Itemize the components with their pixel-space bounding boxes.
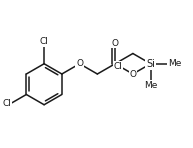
Text: Cl: Cl bbox=[40, 37, 48, 46]
Text: O: O bbox=[76, 59, 83, 68]
Text: Si: Si bbox=[146, 59, 155, 69]
Text: Cl: Cl bbox=[113, 62, 122, 71]
Text: O: O bbox=[112, 39, 119, 48]
Text: Me: Me bbox=[144, 81, 157, 90]
Text: Cl: Cl bbox=[2, 99, 11, 108]
Text: Me: Me bbox=[168, 59, 181, 68]
Text: O: O bbox=[129, 70, 136, 78]
